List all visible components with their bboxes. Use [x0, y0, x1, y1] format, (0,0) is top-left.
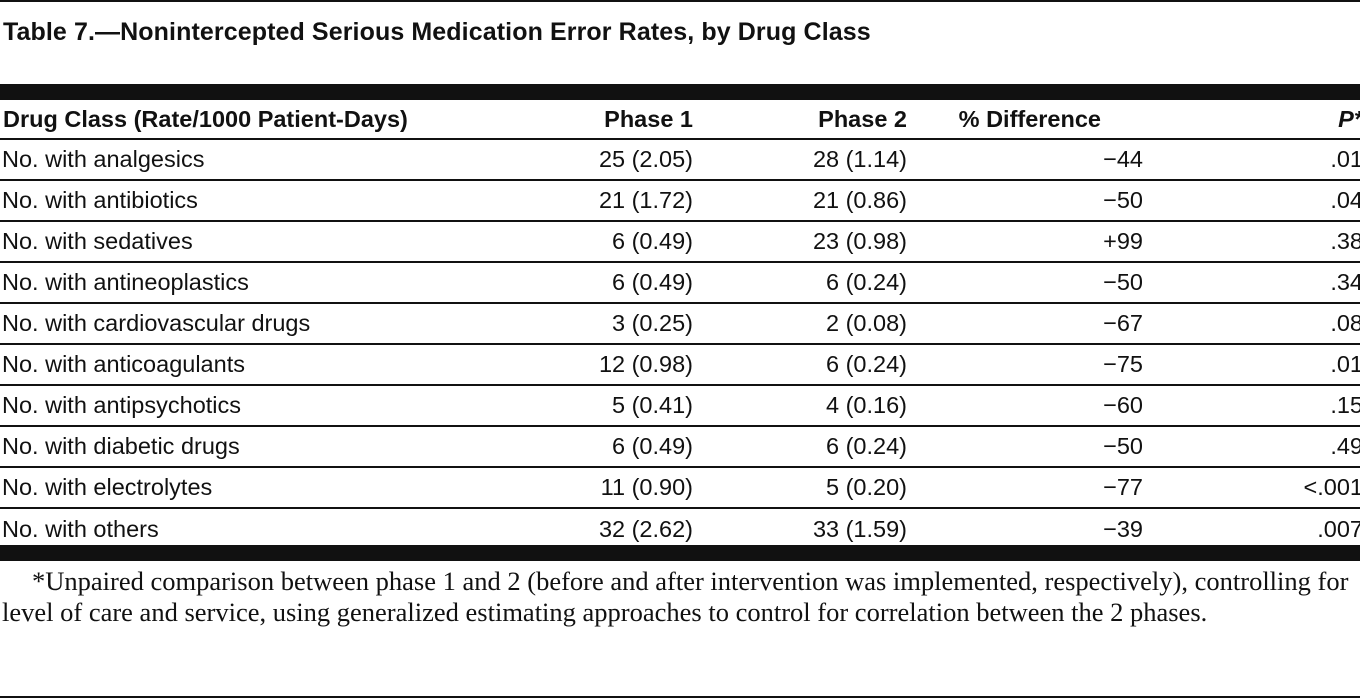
table-row: No. with electrolytes 11 (0.90) 5 (0.20) −7… — [0, 467, 1360, 509]
phase-2-cell: 4 (0.16) — [693, 385, 907, 427]
percent-difference-cell: −60 — [907, 385, 1171, 427]
bottom-rule — [0, 696, 1360, 698]
column-header-drug-class: Drug Class (Rate/1000 Patient-Days) — [0, 100, 523, 140]
drug-class-cell: No. with anticoagulants — [0, 344, 523, 386]
p-value-cell: .04 — [1171, 180, 1360, 222]
phase-2-cell: 23 (0.98) — [693, 221, 907, 263]
phase-1-cell: 6 (0.49) — [523, 262, 693, 304]
phase-2-cell: 6 (0.24) — [693, 426, 907, 468]
percent-difference-cell: −77 — [907, 467, 1171, 509]
table-row: No. with diabetic drugs 6 (0.49) 6 (0.24) −… — [0, 426, 1360, 468]
phase-1-cell: 6 (0.49) — [523, 221, 693, 263]
phase-1-cell: 3 (0.25) — [523, 303, 693, 345]
drug-class-cell: No. with analgesics — [0, 139, 523, 181]
percent-difference-cell: −75 — [907, 344, 1171, 386]
column-header-percent-difference: % Difference — [907, 100, 1171, 140]
percent-difference-cell: −50 — [907, 262, 1171, 304]
percent-difference-cell: +99 — [907, 221, 1171, 263]
table-header-row: Drug Class (Rate/1000 Patient-Days) Phas… — [0, 100, 1360, 140]
percent-difference-cell: −67 — [907, 303, 1171, 345]
p-value-cell: .38 — [1171, 221, 1360, 263]
p-value-cell: .01 — [1171, 344, 1360, 386]
table-row: No. with analgesics 25 (2.05) 28 (1.14) −44… — [0, 139, 1360, 181]
drug-class-cell: No. with sedatives — [0, 221, 523, 263]
phase-2-cell: 6 (0.24) — [693, 262, 907, 304]
phase-1-cell: 5 (0.41) — [523, 385, 693, 427]
drug-class-cell: No. with antipsychotics — [0, 385, 523, 427]
p-value-cell: .007 — [1317, 515, 1360, 542]
table-row: No. with antipsychotics 5 (0.41) 4 (0.16) −… — [0, 385, 1360, 427]
top-rule — [0, 0, 1360, 2]
phase-2-cell: 2 (0.08) — [693, 303, 907, 345]
phase-2-cell: 21 (0.86) — [693, 180, 907, 222]
drug-class-cell: No. with diabetic drugs — [0, 426, 523, 468]
drug-class-cell: No. with cardiovascular drugs — [0, 303, 523, 345]
phase-1-cell: 6 (0.49) — [523, 426, 693, 468]
table-row: No. with sedatives 6 (0.49) 23 (0.98) +99.3… — [0, 221, 1360, 263]
phase-1-cell: 12 (0.98) — [523, 344, 693, 386]
p-value-cell: .49 — [1171, 426, 1360, 468]
header-top-rule — [0, 84, 1360, 100]
error-rates-table: Drug Class (Rate/1000 Patient-Days) Phas… — [0, 100, 1360, 549]
p-value-cell: .15 — [1171, 385, 1360, 427]
phase-1-cell: 32 (2.62) — [598, 515, 693, 542]
table-row: No. with others 32 (2.62) 33 (1.59) −39 .007 — [0, 508, 1360, 549]
table-title: Table 7.—Nonintercepted Serious Medicati… — [3, 18, 871, 46]
p-value-cell: .34 — [1171, 262, 1360, 304]
phase-2-cell: 28 (1.14) — [693, 139, 907, 181]
phase-2-cell: 6 (0.24) — [693, 344, 907, 386]
percent-difference-cell: −39 — [1103, 515, 1143, 542]
phase-1-cell: 21 (1.72) — [523, 180, 693, 222]
table-row: No. with anticoagulants 12 (0.98) 6 (0.24)… — [0, 344, 1360, 386]
phase-1-cell: 11 (0.90) — [523, 467, 693, 509]
drug-class-cell: No. with others — [2, 515, 159, 542]
table-bottom-rule — [0, 545, 1360, 561]
p-value-cell: <.001 — [1171, 467, 1360, 509]
percent-difference-cell: −50 — [907, 180, 1171, 222]
phase-2-cell: 5 (0.20) — [693, 467, 907, 509]
drug-class-cell: No. with electrolytes — [0, 467, 523, 509]
p-value-cell: .08 — [1171, 303, 1360, 345]
table-row: No. with antineoplastics 6 (0.49) 6 (0.24)… — [0, 262, 1360, 304]
p-value-cell: .01 — [1171, 139, 1360, 181]
column-header-p-value: P* — [1171, 100, 1360, 140]
table-footnote: *Unpaired comparison between phase 1 and… — [2, 566, 1349, 627]
percent-difference-cell: −50 — [907, 426, 1171, 468]
phase-2-cell: 33 (1.59) — [812, 515, 907, 542]
drug-class-cell: No. with antibiotics — [0, 180, 523, 222]
column-header-phase-1: Phase 1 — [523, 100, 693, 140]
table-row: No. with cardiovascular drugs 3 (0.25) 2 (… — [0, 303, 1360, 345]
drug-class-cell: No. with antineoplastics — [0, 262, 523, 304]
percent-difference-cell: −44 — [907, 139, 1171, 181]
table-row: No. with antibiotics 21 (1.72) 21 (0.86) −5… — [0, 180, 1360, 222]
phase-1-cell: 25 (2.05) — [523, 139, 693, 181]
column-header-phase-2: Phase 2 — [693, 100, 907, 140]
